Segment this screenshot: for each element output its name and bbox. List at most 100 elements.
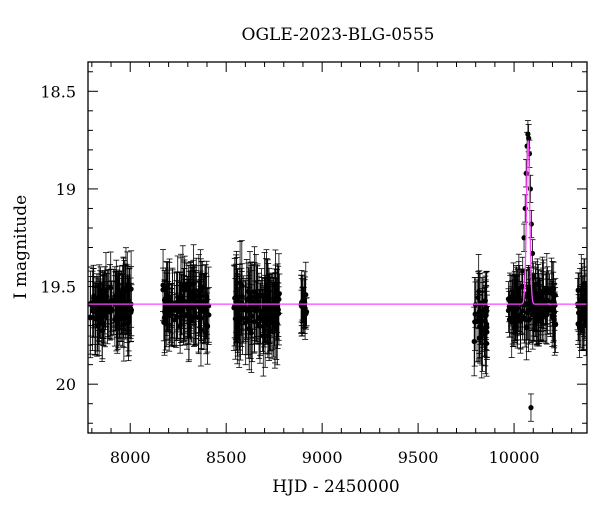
y-tick-label: 18.5 [40,82,76,101]
data-point [204,297,210,303]
season-0-point [108,268,115,332]
data-point [552,321,558,327]
data-point [520,308,526,314]
season-5-point [551,291,558,356]
data-point [165,305,171,311]
data-point [247,290,253,296]
season-2-point [248,265,255,339]
season-2-point [272,264,279,332]
data-point [168,312,174,319]
season-5-point [547,293,554,327]
y-tick-label: 20 [56,375,76,394]
data-point [581,316,587,322]
data-point [160,282,166,288]
data-point [239,315,246,321]
season-2-point [274,263,281,349]
data-point [513,302,519,308]
season-4-point [483,284,490,340]
data-point [249,313,255,319]
data-layer [88,120,587,422]
x-tick-label: 9500 [398,448,439,467]
axes-layer: 8000 8500 9000 9500 10000 18.5 19 19.5 20 [40,61,588,467]
season-0-point [115,271,122,330]
peak-point [519,256,526,286]
data-point [249,299,255,305]
season-1-point [167,288,174,343]
plot-frame [87,61,588,434]
data-point [108,297,114,303]
data-point [233,293,240,300]
data-point [264,309,270,315]
season-1-point [164,284,171,332]
data-point [301,305,307,311]
data-point [505,307,512,314]
season-2-point [263,283,270,342]
data-point [528,405,534,411]
data-point [258,292,264,299]
season-5-point [505,288,512,333]
data-point [240,306,246,313]
data-point [534,308,540,314]
data-point [513,311,519,318]
season-2-point [249,270,256,363]
season-6-point [578,263,585,326]
data-point [531,311,537,317]
data-point [168,308,174,314]
x-tick-label: 8000 [110,448,151,467]
x-axis-label: HJD - 2450000 [272,477,400,497]
season-5-point [539,271,546,343]
peak-point [527,174,534,203]
data-point [96,312,102,318]
data-point [197,309,203,316]
y-tick-label: 19 [56,180,76,199]
season-2-point [269,286,276,360]
season-4-point [471,306,478,377]
data-point [256,321,262,327]
data-point [531,274,537,280]
season-5-point [543,278,550,345]
season-0-point [103,273,110,321]
season-3-point [300,287,307,329]
season-1-point [203,260,210,339]
data-point [124,313,130,319]
data-point [476,309,482,315]
season-0-point [117,283,124,342]
data-point [516,294,522,300]
data-point [526,135,532,141]
data-point [251,289,258,295]
data-point [91,295,97,301]
season-0-point [92,283,99,355]
season-4-point [483,290,490,358]
data-point [547,307,553,313]
data-point [104,294,110,300]
data-point [243,315,249,321]
data-point [477,315,483,322]
data-point [269,320,275,326]
season-4-point [471,277,478,367]
data-point [540,304,546,310]
peak-point [524,120,531,149]
x-tick-label: 9000 [302,448,343,467]
data-point [276,291,282,297]
data-point [88,315,93,321]
season-2-point [251,246,258,338]
data-point [235,312,241,318]
data-point [519,283,525,290]
data-point [525,131,531,137]
season-1-point [189,270,196,320]
season-2-point [246,275,253,321]
data-point [198,327,204,333]
data-point [275,303,281,309]
data-point [527,186,533,192]
season-2-point [240,275,247,344]
season-0-point [90,268,97,329]
data-point [273,295,279,301]
data-point [185,302,191,308]
x-tick-label: 8500 [206,448,247,467]
data-point [93,316,99,322]
data-point [164,298,170,304]
data-point [471,338,477,345]
data-point [197,305,203,311]
data-point [520,268,526,274]
